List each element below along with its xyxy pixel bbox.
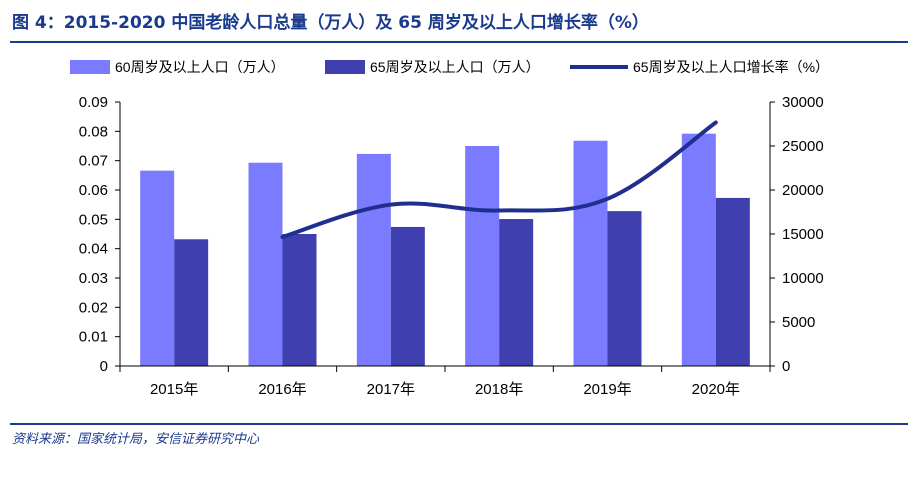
x-tick-label: 2016年 [258, 381, 306, 398]
bar-age60 [681, 133, 716, 366]
bars [140, 133, 750, 366]
source-divider [10, 423, 908, 425]
left-tick-label: 0.07 [79, 153, 108, 170]
bar-age65 [499, 219, 534, 366]
legend-swatch [70, 60, 110, 74]
bar-age60 [465, 146, 500, 366]
bar-age60 [248, 162, 283, 366]
figure-title: 图 4：2015-2020 中国老龄人口总量（万人）及 65 周岁及以上人口增长… [12, 13, 649, 33]
right-tick-label: 25000 [782, 138, 824, 155]
right-tick-label: 15000 [782, 226, 824, 243]
source-note: 资料来源：国家统计局，安信证券研究中心 [12, 432, 260, 447]
left-tick-label: 0.01 [79, 329, 108, 346]
left-tick-label: 0.05 [79, 211, 108, 228]
left-tick-label: 0.08 [79, 123, 108, 140]
title-divider [10, 41, 908, 43]
x-tick-label: 2020年 [692, 381, 740, 398]
left-y-axis: 0 0.01 0.02 0.03 0.04 0.05 0.06 0.07 0.08 0.09 [79, 94, 121, 375]
right-tick-label: 10000 [782, 270, 824, 287]
right-tick-label: 30000 [782, 94, 824, 111]
bar-age65 [607, 211, 642, 366]
x-tick-label: 2019年 [583, 381, 631, 398]
left-tick-label: 0.09 [79, 94, 108, 111]
x-axis: 2015年 2016年 2017年 2018年 2019年 2020年 [119, 365, 771, 398]
left-tick-label: 0.06 [79, 182, 108, 199]
bar-age65 [390, 226, 425, 366]
legend-swatch [325, 60, 365, 74]
bar-age60 [140, 170, 175, 366]
legend-label: 60周岁及以上人口（万人） [115, 59, 285, 75]
legend: 60周岁及以上人口（万人） 65周岁及以上人口（万人） 65周岁及以上人口增长率（%… [70, 59, 829, 75]
growth-rate-line [280, 120, 718, 239]
legend-label: 65周岁及以上人口（万人） [370, 59, 540, 75]
right-tick-label: 20000 [782, 182, 824, 199]
right-tick-label: 0 [782, 358, 790, 375]
left-tick-label: 0.04 [79, 241, 108, 258]
legend-label: 65周岁及以上人口增长率（%） [633, 59, 829, 75]
left-tick-label: 0 [100, 358, 108, 375]
bar-age65 [282, 234, 317, 366]
bar-age60 [356, 153, 391, 366]
right-y-axis: 0 5000 10000 15000 20000 25000 30000 [769, 94, 824, 375]
x-tick-label: 2017年 [367, 381, 415, 398]
bar-age60 [573, 140, 608, 366]
right-tick-label: 5000 [782, 314, 815, 331]
x-tick-label: 2018年 [475, 381, 523, 398]
growth-line [280, 120, 718, 239]
chart: 60周岁及以上人口（万人） 65周岁及以上人口（万人） 65周岁及以上人口增长率（%… [70, 59, 829, 398]
left-tick-label: 0.02 [79, 299, 108, 316]
bar-age65 [715, 197, 750, 366]
bar-age65 [174, 239, 209, 366]
left-tick-label: 0.03 [79, 270, 108, 287]
x-tick-label: 2015年 [150, 381, 198, 398]
